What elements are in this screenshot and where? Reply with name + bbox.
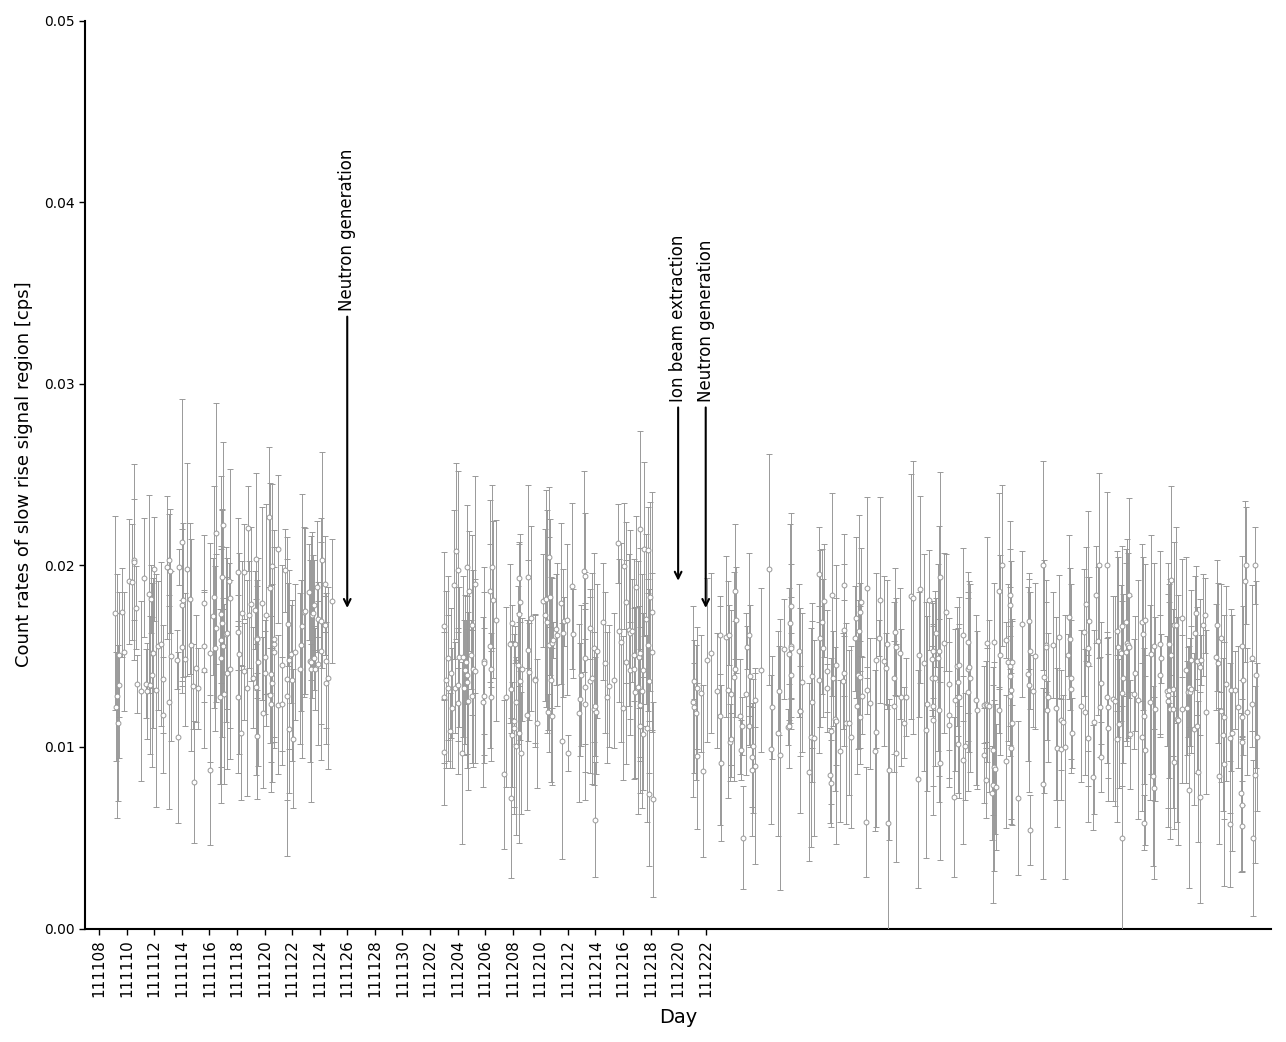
- Text: Neutron generation: Neutron generation: [697, 240, 715, 605]
- X-axis label: Day: Day: [658, 1008, 697, 1027]
- Text: Neutron generation: Neutron generation: [338, 149, 356, 605]
- Text: Ion beam extraction: Ion beam extraction: [669, 234, 687, 578]
- Y-axis label: Count rates of slow rise signal region [cps]: Count rates of slow rise signal region […: [15, 281, 33, 667]
